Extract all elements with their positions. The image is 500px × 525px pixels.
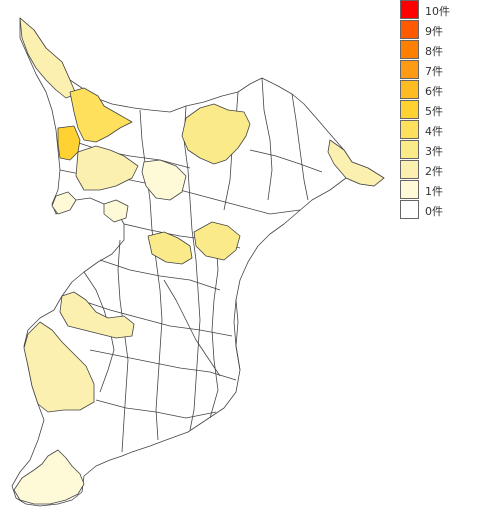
legend-label: 4件 — [425, 125, 443, 138]
legend-label: 6件 — [425, 85, 443, 98]
legend-swatch — [400, 0, 419, 19]
region-south-tip[interactable] — [13, 449, 85, 505]
region-northeast-cape[interactable] — [327, 139, 385, 187]
legend-item: 3件 — [399, 140, 499, 160]
legend-item: 6件 — [399, 80, 499, 100]
legend-label: 0件 — [425, 205, 443, 218]
legend-label: 1件 — [425, 185, 443, 198]
legend-swatch — [400, 180, 419, 199]
legend-label: 9件 — [425, 25, 443, 38]
legend-swatch — [400, 160, 419, 179]
legend-item: 0件 — [399, 200, 499, 220]
region-coast-west[interactable] — [103, 199, 129, 223]
legend-item: 7件 — [399, 60, 499, 80]
coastline-detail — [235, 299, 241, 371]
region-south-west-2[interactable] — [23, 321, 95, 413]
region-middle-center[interactable] — [141, 159, 187, 201]
legend-item: 5件 — [399, 100, 499, 120]
legend-item: 4件 — [399, 120, 499, 140]
legend-swatch — [400, 20, 419, 39]
legend-swatch — [400, 100, 419, 119]
legend-label: 10件 — [425, 5, 450, 18]
legend-swatch — [400, 80, 419, 99]
region-north-center[interactable] — [181, 103, 251, 165]
legend-item: 10件 — [399, 0, 499, 20]
region-center-east[interactable] — [193, 221, 241, 261]
legend-label: 7件 — [425, 65, 443, 78]
region-nw-strip[interactable] — [19, 17, 77, 99]
region-middle-west-2[interactable] — [51, 191, 77, 215]
region-nw-level6[interactable] — [57, 125, 81, 161]
legend-label: 5件 — [425, 105, 443, 118]
legend-label: 8件 — [425, 45, 443, 58]
legend-item: 2件 — [399, 160, 499, 180]
region-south-west-1[interactable] — [59, 291, 135, 339]
region-center-band[interactable] — [147, 231, 193, 265]
legend-swatch — [400, 200, 419, 219]
prefecture-map — [11, 17, 385, 507]
legend-label: 3件 — [425, 145, 443, 158]
region-nw-level5[interactable] — [69, 87, 133, 143]
legend-item: 8件 — [399, 40, 499, 60]
region-middle-west-1[interactable] — [75, 145, 139, 191]
legend-swatch — [400, 120, 419, 139]
legend-item: 9件 — [399, 20, 499, 40]
legend-swatch — [400, 140, 419, 159]
legend-item: 1件 — [399, 180, 499, 200]
legend-swatch — [400, 40, 419, 59]
legend-swatch — [400, 60, 419, 79]
legend-label: 2件 — [425, 165, 443, 178]
